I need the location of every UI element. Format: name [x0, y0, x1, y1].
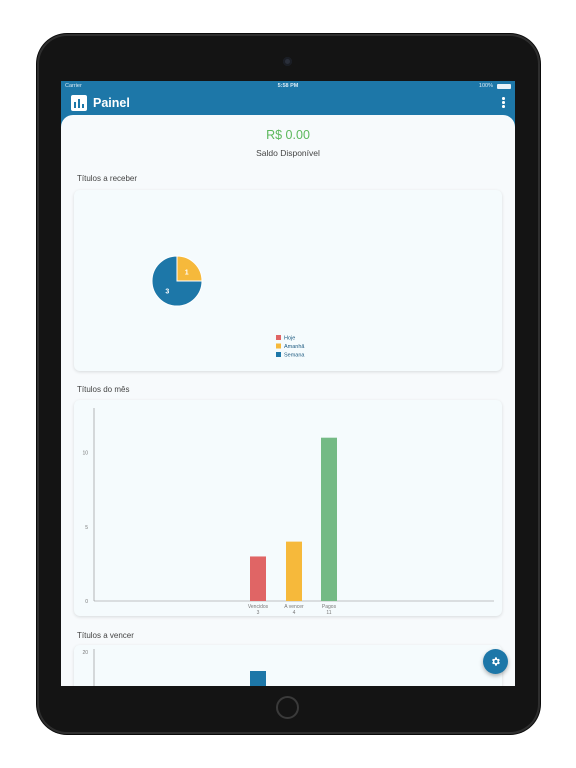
battery-icon — [497, 84, 511, 89]
x-tick-0: Vencidos — [248, 604, 269, 610]
bar-0 — [250, 556, 266, 601]
y-tick-0: 20 — [82, 650, 88, 656]
status-bar: Carrier 5:58 PM 100% — [61, 81, 515, 92]
vencer-bar-chart: 20 — [82, 649, 266, 686]
bar-1 — [286, 541, 302, 601]
bar-value-label-0: 3 — [257, 610, 260, 616]
section-title-receber: Títulos a receber — [77, 174, 138, 183]
clock: 5:58 PM — [277, 83, 299, 89]
gear-icon — [492, 657, 500, 666]
settings-fab[interactable] — [483, 649, 508, 674]
pie-chart: 1 3 Hoje Amanhã Semana — [151, 255, 305, 359]
battery-percent: 100% — [478, 83, 493, 89]
more-vert-icon[interactable] — [502, 97, 505, 109]
app-bar: Painel — [61, 92, 515, 117]
page-title: Painel — [93, 96, 130, 110]
home-button[interactable] — [276, 696, 299, 719]
pie-chart-card: 1 3 Hoje Amanhã Semana — [74, 190, 502, 371]
carrier-label: Carrier — [65, 83, 82, 89]
section-title-mes: Títulos do mês — [77, 385, 130, 394]
legend-swatch-2 — [276, 352, 281, 357]
app-screen: Carrier 5:58 PM 100% Painel R$ 0.00 Sald… — [61, 81, 515, 686]
dashboard-content: R$ 0.00 Saldo Disponível Títulos a receb… — [61, 115, 515, 686]
bar-value-label-2: 11 — [326, 610, 331, 616]
bar-chart-icon — [71, 95, 87, 111]
x-tick-2: Pagos — [322, 604, 337, 610]
legend-label-2: Semana — [284, 353, 305, 359]
y-tick-0: 0 — [85, 599, 88, 605]
balance-value: R$ 0.00 — [266, 128, 310, 142]
legend-label-0: Hoje — [284, 336, 295, 342]
legend-label-1: Amanhã — [284, 344, 305, 350]
tablet-device-frame: Carrier 5:58 PM 100% Painel R$ 0.00 Sald… — [37, 34, 540, 734]
pie-slice-1 — [176, 255, 203, 282]
front-camera — [283, 57, 292, 66]
legend-swatch-1 — [276, 343, 281, 349]
y-tick-2: 10 — [82, 451, 88, 457]
bar-chart-card: 0 5 10 Vencidos 3 A vencer 4 Pagos 11 — [74, 400, 502, 616]
pie-slice-2 — [151, 255, 203, 307]
vencer-chart-card: 20 — [74, 645, 502, 686]
pie-slice-label-1: 1 — [185, 269, 189, 276]
bar-value-label-1: 4 — [293, 610, 296, 616]
y-tick-1: 5 — [85, 525, 88, 531]
section-title-vencer: Títulos a vencer — [77, 631, 134, 640]
bar-2 — [321, 437, 337, 601]
bar-0 — [250, 671, 266, 686]
legend-swatch-0 — [276, 335, 281, 340]
x-tick-1: A vencer — [284, 604, 304, 610]
pie-slice-label-2: 3 — [165, 289, 169, 296]
balance-label: Saldo Disponível — [256, 148, 320, 158]
